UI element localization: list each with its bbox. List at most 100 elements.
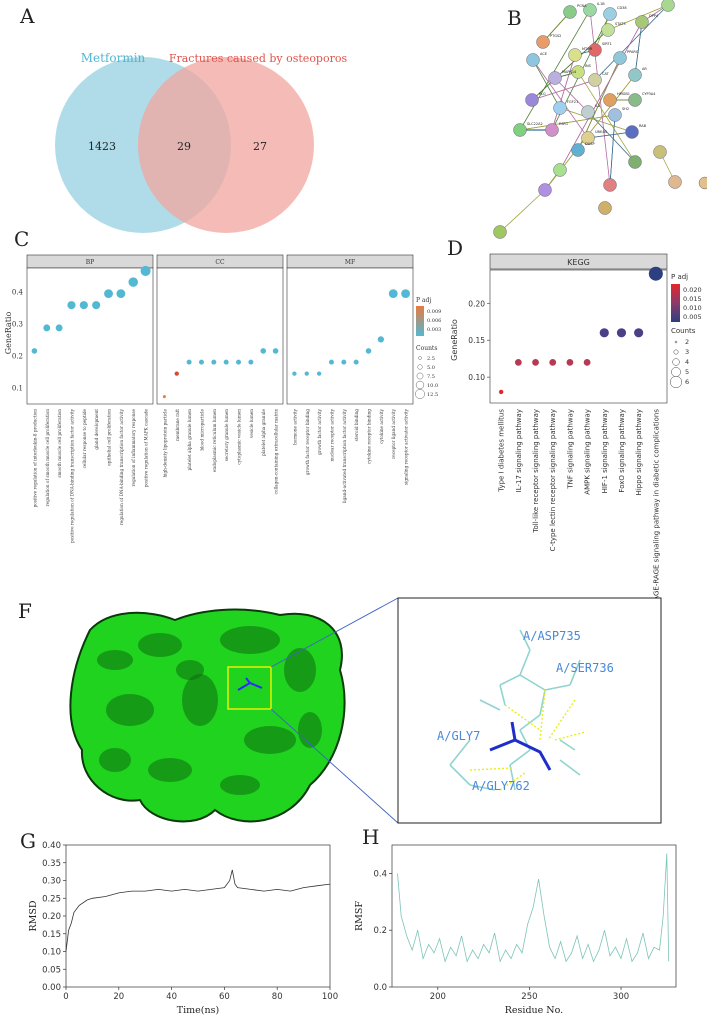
residue-stick [519,714,541,731]
network-node-label: ESR1 [559,122,568,126]
network-node [568,48,582,62]
network-node-label: CYP3A4 [642,92,656,96]
network-node-label: FGF21 [567,100,578,104]
x-tick-label: ligand-activated transcription factor ac… [342,408,347,503]
data-point [128,277,138,287]
x-tick-label: Hippo signaling pathway [635,409,643,495]
zoom-connector [270,597,399,668]
panel-label-d: D [447,236,464,260]
x-tick-label: collagen-containing extracellular matrix [274,408,279,494]
network-node [603,93,617,107]
legend-tick: 0.010 [683,304,702,312]
zoom-connector [270,708,399,824]
x-tick-label: AMPK signaling pathway [584,409,592,495]
data-point [634,328,644,338]
x-tick-label: regulation of DNA-binding transcription … [119,408,124,525]
surface-shadow [220,775,260,795]
network-node-label: MAPK14 [562,70,577,74]
x-tick-label: Toll-like receptor signaling pathway [532,409,540,534]
residue-stick [544,684,571,691]
facet-panel [286,267,414,405]
network-node-label: DUSP [585,142,595,146]
network-node-label: INS [585,64,592,68]
network-edge [577,71,636,163]
network-node [661,0,675,12]
residue-stick [499,674,521,686]
y-tick-label: 0.15 [468,336,485,345]
network-node-label: SIRT1 [602,42,612,46]
residue-stick [479,699,501,711]
network-node [628,155,642,169]
rmsd-chart: 0 20 40 60 80 100 0.00 0.05 0.10 0.15 0.20 0.25 0.30… [28,841,338,1016]
x-tick-label: endoplasmic reticulum lumen [212,409,217,472]
data-point [31,348,38,354]
network-node-label: IL1B [597,2,605,6]
network-node [538,183,552,197]
x-tick-label: platelet alpha granule [261,408,266,455]
x-tick-label: HIF-1 signaling pathway [601,409,609,493]
x-tick-label: growth factor receptor binding [305,409,310,475]
x-axis-title: Time(ns) [177,1005,219,1016]
data-point [365,348,372,354]
legend-tick: 0.020 [683,286,702,294]
x-tick-label: platelet alpha granule lumen [187,409,192,471]
data-point [648,266,663,281]
network-node-label: UBE4B [595,130,607,134]
residue-stick [519,629,531,651]
residue-stick [499,684,506,706]
network-node [588,43,602,57]
ligand-stick [237,677,263,691]
venn-diagram: Metformin Fractures caused by osteoporos… [55,51,347,233]
data-point [566,358,574,366]
y-tick-label: 0.15 [42,930,61,940]
y-tick-label: 0.2 [373,926,387,936]
surface-shadow [244,726,296,754]
legend-tick: 3 [685,348,689,356]
x-tick-label: AGE-RAGE signaling pathway in diabetic c… [652,409,660,601]
data-point [140,265,151,276]
residue-stick [519,674,546,691]
y-tick-label: 0.25 [42,894,61,904]
x-tick-label: signaling receptor activator activity [404,408,409,485]
x-tick-label: positive regulation of MAPK cascade [144,408,149,487]
y-tick-label: 0.4 [373,869,387,879]
x-tick-label: growth factor activity [317,408,322,455]
legend-size-dot [418,356,422,360]
legend-tick: 5 [685,368,689,376]
legend-size-dot [415,389,425,399]
x-tick-label: cellular response to peptide [82,408,87,468]
legend-title: Counts [671,327,696,335]
kegg-dotplot: KEGG GeneRatio 0.10 0.15 0.20 Type I diabetes… [450,253,702,601]
network-edge [634,21,643,76]
data-point [260,348,267,354]
go-dotplot: GeneRatio 0.1 0.2 0.3 0.4 BP positive regulati… [4,254,441,543]
legend-tick: 12.5 [427,392,438,398]
network-node [545,123,559,137]
network-node [493,225,507,239]
network-node [571,143,585,157]
network-edge [499,189,546,233]
network-node-label: CAT [602,72,610,76]
network-edge [554,77,589,113]
data-point [328,359,334,365]
legend-tick: 0.005 [683,313,702,321]
residue-label: A/GLY762 [472,779,530,793]
network-node [513,123,527,137]
x-tick-label: epithelial cell proliferation [107,409,112,466]
data-point [377,336,385,343]
y-tick-label: 0.2 [12,352,23,360]
x-tick-label: high-density lipoprotein particle [162,408,167,477]
x-tick-label: TNF signaling pathway [566,409,574,490]
data-point [292,371,297,376]
x-tick-label: C-type lectin receptor signaling pathway [549,409,557,551]
docking-view: A/ASP735 A/SER736 A/GLY7 A/GLY762 [69,597,662,824]
facet-strip [489,253,668,270]
network-node [608,108,622,122]
surface-shadow [99,748,131,772]
x-tick-label: 300 [613,992,629,1002]
series-line [397,853,670,963]
legend-size-dot [674,340,678,344]
panel-label-g: G [20,829,36,853]
data-point [104,289,113,299]
x-tick-label: positive regulation of interleukin-8 pro… [32,409,37,508]
